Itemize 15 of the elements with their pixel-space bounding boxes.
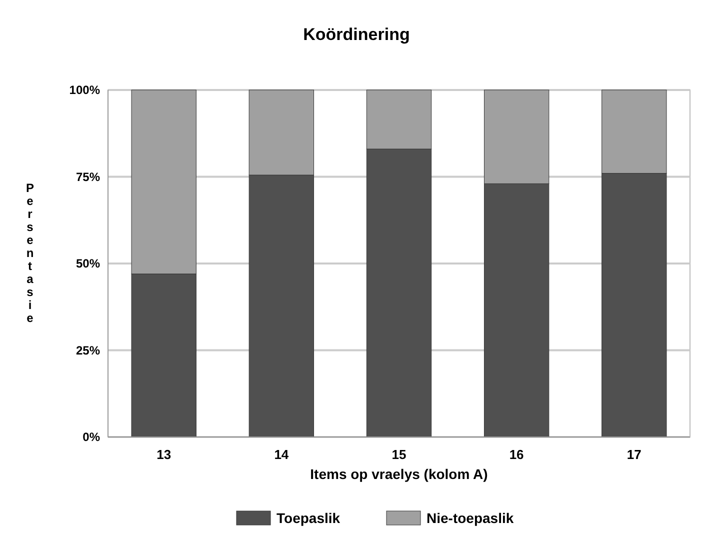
x-tick-label: 15 — [392, 447, 406, 462]
legend-label: Toepaslik — [276, 510, 340, 526]
y-tick-label: 25% — [76, 343, 100, 358]
y-tick-label: 0% — [82, 430, 100, 444]
y-tick-label: 50% — [76, 256, 100, 271]
text: Persentasie — [26, 181, 34, 325]
chart-title: Koördinering — [303, 25, 410, 44]
x-tick-label: 16 — [509, 447, 524, 462]
y-tick-label: 100% — [69, 83, 100, 98]
legend-label: Nie-toepaslik — [426, 510, 514, 526]
y-tick-label: 75% — [76, 170, 100, 184]
x-tick-label: 13 — [156, 447, 172, 462]
x-axis-title: Items op vraelys (kolom A) — [310, 466, 488, 482]
x-tick-label: 17 — [626, 447, 642, 462]
x-tick-label: 14 — [274, 447, 290, 462]
